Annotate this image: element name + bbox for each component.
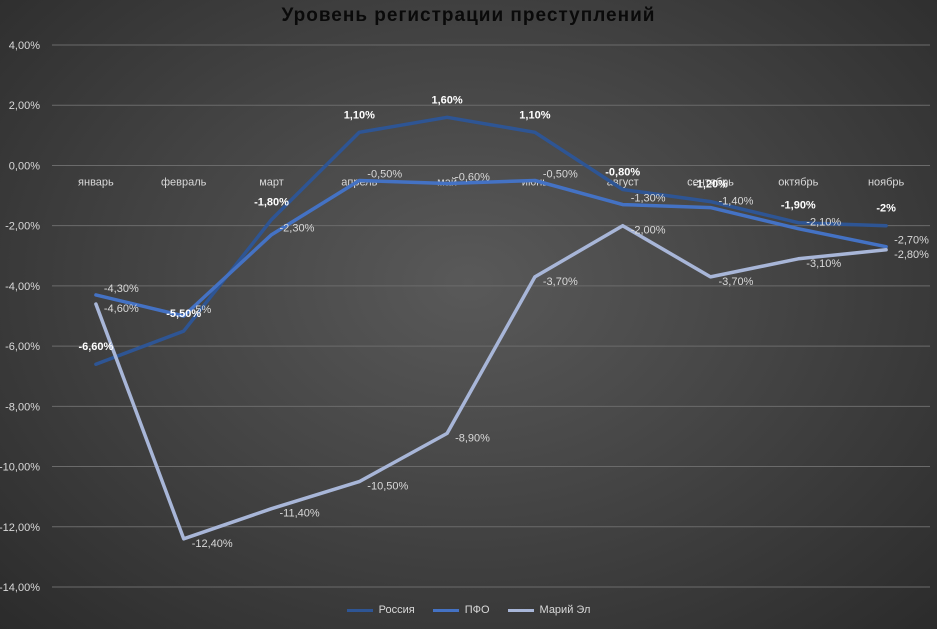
x-category-label: сентябрь <box>687 176 734 188</box>
legend-swatch <box>507 608 534 612</box>
data-label: -2% <box>876 203 896 215</box>
y-tick-label: -14,00% <box>0 582 40 594</box>
legend-label: ПФО <box>464 604 490 616</box>
data-label: -2,10% <box>806 217 841 229</box>
data-label: -3,10% <box>806 258 841 270</box>
series-line-0 <box>94 115 888 366</box>
data-label: -10,50% <box>367 481 408 493</box>
data-label: -5,50% <box>166 308 201 320</box>
legend-label: Марий Эл <box>539 604 591 616</box>
data-label: -2,30% <box>280 223 315 235</box>
x-category-label: январь <box>78 176 114 188</box>
y-tick-label: -6,00% <box>5 341 40 353</box>
data-label: -2,00% <box>631 225 666 237</box>
data-label: -5% <box>192 304 212 316</box>
legend-item: ПФО <box>432 604 490 616</box>
y-tick-label: -8,00% <box>5 401 40 413</box>
data-label: -1,30% <box>631 193 666 205</box>
legend: Россия ПФО Марий Эл <box>0 604 937 616</box>
y-tick-label: -10,00% <box>0 462 40 474</box>
data-label: -1,90% <box>781 200 816 212</box>
chart-title: Уровень регистрации преступлений <box>281 5 656 26</box>
data-label: -6,60% <box>78 341 113 353</box>
x-category-label: март <box>259 176 284 188</box>
y-tick-label: -4,00% <box>5 281 40 293</box>
data-label: -11,40% <box>280 508 320 520</box>
data-label: -3,70% <box>543 276 578 288</box>
series-line-2 <box>94 223 888 541</box>
data-label: 1,10% <box>344 109 375 121</box>
data-label: -8,90% <box>455 432 490 444</box>
y-tick-label: 2,00% <box>9 100 40 112</box>
data-label: -0,80% <box>605 167 640 179</box>
legend-swatch <box>432 608 459 612</box>
data-label: -1,40% <box>719 196 754 208</box>
data-label: -0,60% <box>455 172 490 184</box>
data-label: -4,30% <box>104 283 139 295</box>
x-category-label: октябрь <box>778 176 818 188</box>
data-label: -1,20% <box>693 179 728 191</box>
data-label: 1,10% <box>519 109 550 121</box>
y-tick-label: 4,00% <box>9 40 40 52</box>
series-line-1 <box>94 178 888 318</box>
data-label: -3,70% <box>719 276 754 288</box>
data-label: 1,60% <box>431 94 462 106</box>
legend-item: Россия <box>346 604 415 616</box>
y-tick-label: -2,00% <box>5 221 40 233</box>
data-label: -2,80% <box>894 249 929 261</box>
y-tick-label: -12,00% <box>0 522 40 534</box>
data-label: -0,50% <box>543 169 578 181</box>
legend-item: Марий Эл <box>507 604 591 616</box>
y-tick-label: 0,00% <box>9 160 40 172</box>
x-category-label: ноябрь <box>868 176 905 188</box>
data-label: -1,80% <box>254 197 289 209</box>
legend-label: Россия <box>378 604 415 616</box>
x-category-label: февраль <box>161 176 207 188</box>
data-label: -2,70% <box>894 235 929 247</box>
data-label: -0,50% <box>367 169 402 181</box>
data-label: -12,40% <box>192 538 233 550</box>
legend-swatch <box>346 608 373 612</box>
data-label: -4,60% <box>104 303 139 315</box>
